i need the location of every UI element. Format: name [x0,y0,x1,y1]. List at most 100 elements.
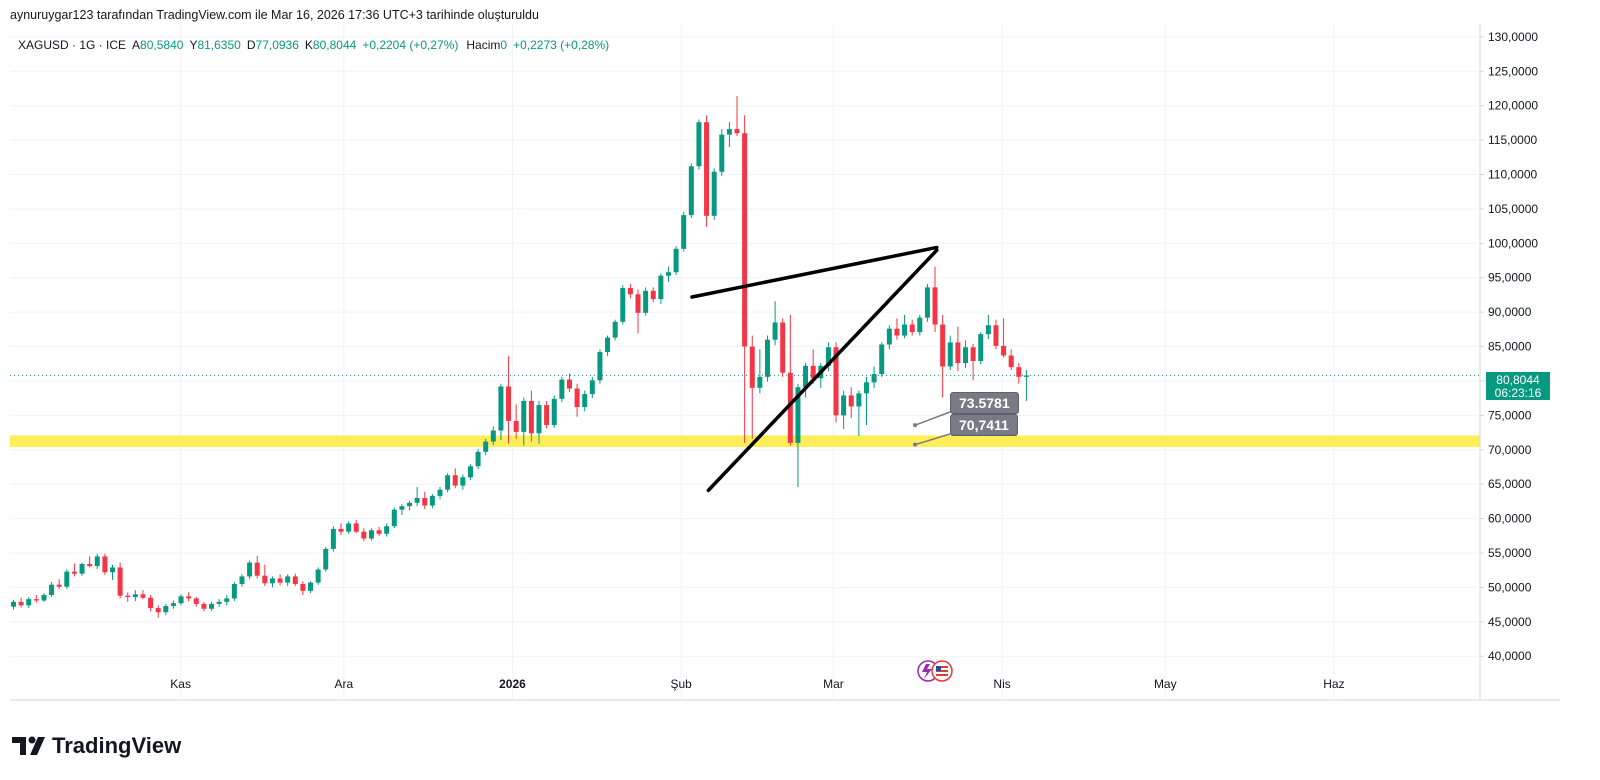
candle-body [277,578,283,583]
candle-body [963,347,968,364]
candle-body [102,556,108,573]
candle-body [483,441,489,452]
candle-body [452,475,458,486]
candle-body [810,365,816,379]
candle-body [681,215,687,249]
candle-body [559,379,565,399]
candle-body [582,394,588,408]
candle-body [940,324,946,367]
y-tick-label: 115,0000 [1488,133,1537,147]
candle-body [1008,355,1014,368]
candle-body [665,272,671,276]
candle-body [955,342,961,364]
tradingview-brand[interactable]: TradingView [12,733,181,759]
x-tick-label: Ara [334,677,353,691]
candle-body [193,598,199,604]
candle-body [757,376,763,388]
lightning-glyph [922,664,932,679]
flag-stripe [936,670,948,672]
candle-body [742,133,748,347]
y-tick-label: 45,0000 [1488,615,1532,629]
y-tick-label: 120,0000 [1488,99,1538,113]
x-tick-label: Mar [823,677,844,691]
y-tick-label: 65,0000 [1488,477,1532,491]
candle-body [201,603,207,609]
price-label-2[interactable]: 70,7411 [950,414,1018,436]
candle-body [917,317,923,333]
candle-body [1001,345,1007,356]
candle-body [163,606,169,613]
symbol-label[interactable]: XAGUSD · 1G · ICE [18,38,127,52]
candle-body [498,386,504,431]
candle-body [650,290,656,300]
candle-body [49,584,55,595]
candle-body [18,601,24,606]
candle-body [749,346,755,388]
candle-body [856,393,862,407]
candle-body [833,347,839,416]
candle-body [209,603,215,609]
candle-body [368,530,374,539]
candle-body [620,288,626,322]
candle-body [64,571,70,587]
callout-leader [914,411,951,426]
close-value: 80,8044 [312,38,357,52]
candle-body [574,388,580,408]
candle-body [300,583,306,591]
candle-body [125,595,131,598]
candle-body [978,334,984,362]
candle-body [993,325,999,346]
candle-body [231,583,237,599]
candle-body [407,502,413,507]
ohlc-legend: XAGUSD · 1G · ICE A 80,5840 Y 81,6350 D 77,… [18,38,615,52]
candle-body [110,567,116,573]
candle-body [902,324,908,336]
candle-body [437,489,443,496]
candle-body [612,321,618,338]
candle-body [970,347,976,362]
candle-body [544,405,550,426]
open-label: A [132,38,141,52]
y-tick-label: 85,0000 [1488,340,1532,354]
candle-body [247,562,253,577]
candle-body [285,576,291,583]
candle-body [216,601,222,604]
y-tick-label: 95,0000 [1488,271,1532,285]
candle-body [696,122,702,167]
trendline [706,248,939,493]
candle-body [353,523,359,532]
high-label: Y [189,38,198,52]
candle-body [635,294,641,313]
y-tick-label: 50,0000 [1488,580,1532,594]
x-tick-label: 2026 [499,677,526,691]
candle-body [224,598,230,602]
candle-body [627,288,633,295]
candle-body [429,495,435,506]
candle-body [894,328,900,336]
candle-body [909,324,915,333]
price-label-1[interactable]: 73.5781 [950,392,1019,414]
candle-body [170,603,176,606]
trendline [690,245,939,299]
flag-stripe [936,674,948,676]
tradingview-logo-icon [12,736,45,755]
candle-body [338,528,344,532]
candle-body [94,556,100,567]
open-value: 80,5840 [140,38,184,52]
candle-body [422,497,428,506]
candle-body [140,594,146,598]
y-tick-label: 40,0000 [1488,649,1532,663]
chart-header: aynuruygar123 tarafından TradingView.com… [10,8,539,22]
callout-leader [914,433,951,446]
candle-body [445,475,451,490]
candle-body [132,594,138,598]
low-label: D [246,38,256,52]
candle-body [346,523,352,532]
x-tick-label: Şub [670,677,692,691]
candle-body [148,597,154,609]
y-tick-label: 70,0000 [1488,443,1532,457]
candle-body [26,599,32,606]
candle-body [643,290,649,313]
y-tick-label: 75,0000 [1488,408,1532,422]
